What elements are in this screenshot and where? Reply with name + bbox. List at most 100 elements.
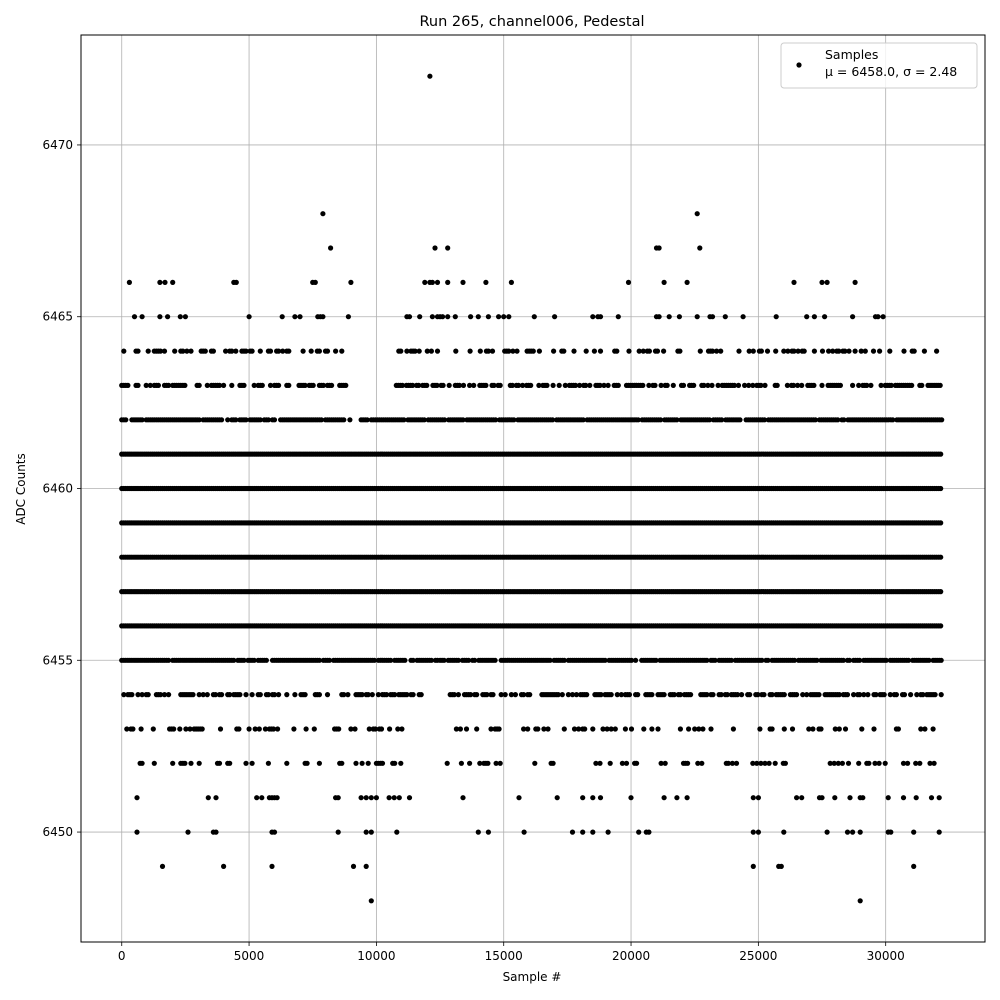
sample-point — [888, 829, 894, 835]
sample-point — [830, 348, 836, 354]
sample-point — [569, 829, 576, 835]
outlier-points — [126, 73, 942, 904]
sample-point — [157, 279, 163, 285]
sample-point — [755, 692, 761, 698]
sample-point — [701, 382, 707, 388]
sample-point — [692, 726, 698, 732]
sample-point — [528, 382, 534, 388]
sample-point — [601, 382, 607, 388]
sample-point — [646, 382, 652, 388]
sample-point — [938, 520, 944, 526]
sample-point — [249, 348, 255, 354]
sample-point — [417, 314, 423, 320]
sample-point — [914, 692, 920, 698]
sample-point — [791, 348, 797, 354]
sample-point — [126, 279, 132, 285]
sample-point — [602, 657, 608, 663]
sample-point — [265, 417, 271, 423]
sample-point — [591, 348, 598, 354]
sample-point — [552, 314, 558, 320]
sample-point — [402, 657, 408, 663]
sample-point — [432, 245, 438, 251]
sample-point — [318, 417, 324, 423]
sample-point — [359, 760, 365, 766]
sample-point — [365, 760, 371, 766]
level-6452-points — [137, 760, 937, 766]
sample-point — [460, 279, 466, 285]
sample-point — [674, 417, 680, 423]
sample-point — [129, 692, 135, 698]
sample-point — [404, 692, 410, 698]
sample-point — [467, 760, 473, 766]
sample-point — [227, 760, 233, 766]
sample-point — [372, 726, 378, 732]
sample-point — [399, 382, 405, 388]
sample-point — [225, 417, 231, 423]
sample-point — [640, 382, 646, 388]
sample-point — [371, 657, 377, 663]
sample-point — [938, 589, 944, 595]
sample-point — [733, 760, 740, 766]
sample-point — [580, 829, 586, 835]
sample-point — [398, 760, 404, 766]
sample-point — [735, 382, 742, 388]
sample-point — [241, 382, 247, 388]
sample-point — [895, 726, 902, 732]
sample-point — [324, 692, 331, 698]
sample-point — [868, 382, 874, 388]
sample-point — [866, 760, 872, 766]
sample-point — [265, 760, 271, 766]
sample-point — [521, 726, 527, 732]
sample-point — [213, 829, 219, 835]
sample-point — [451, 692, 457, 698]
sample-point — [280, 348, 286, 354]
sample-point — [460, 417, 466, 423]
sample-point — [666, 314, 672, 320]
x-tick-label: 30000 — [867, 949, 905, 963]
sample-point — [781, 348, 787, 354]
sample-point — [761, 417, 768, 423]
sample-point — [165, 314, 171, 320]
sample-point — [635, 692, 641, 698]
sample-point — [636, 348, 642, 354]
sample-point — [653, 657, 659, 663]
sample-point — [911, 829, 917, 835]
sample-point — [147, 382, 153, 388]
sample-point — [837, 382, 844, 388]
sample-point — [350, 863, 357, 870]
sample-point — [618, 692, 625, 698]
sample-point — [544, 382, 550, 388]
y-tick-label: 6460 — [42, 482, 73, 496]
sample-point — [649, 692, 655, 698]
sample-point — [276, 348, 282, 354]
sample-point — [429, 314, 435, 320]
y-tick-label: 6470 — [42, 138, 73, 152]
sample-point — [862, 348, 868, 354]
sample-point — [842, 348, 848, 354]
sample-point — [492, 657, 498, 663]
sample-point — [576, 726, 582, 732]
sample-point — [457, 726, 463, 732]
sample-point — [452, 314, 458, 320]
sample-point — [188, 760, 194, 766]
sample-point — [455, 692, 461, 698]
level-6458-points — [119, 554, 944, 560]
level-6462-points — [119, 417, 945, 423]
sample-point — [353, 760, 359, 766]
sample-point — [441, 657, 447, 663]
sample-point — [196, 382, 202, 388]
sample-point — [212, 692, 219, 698]
sample-point — [709, 348, 716, 354]
sample-point — [697, 348, 703, 354]
sample-point — [819, 348, 826, 354]
sample-point — [123, 417, 129, 423]
sample-point — [819, 795, 825, 801]
sample-point — [715, 382, 721, 388]
sample-point — [911, 348, 917, 354]
sample-point — [468, 314, 474, 320]
sample-point — [605, 829, 611, 835]
sample-point — [864, 382, 870, 388]
sample-point — [875, 314, 881, 320]
sample-point — [882, 760, 888, 766]
sample-point — [784, 382, 791, 388]
